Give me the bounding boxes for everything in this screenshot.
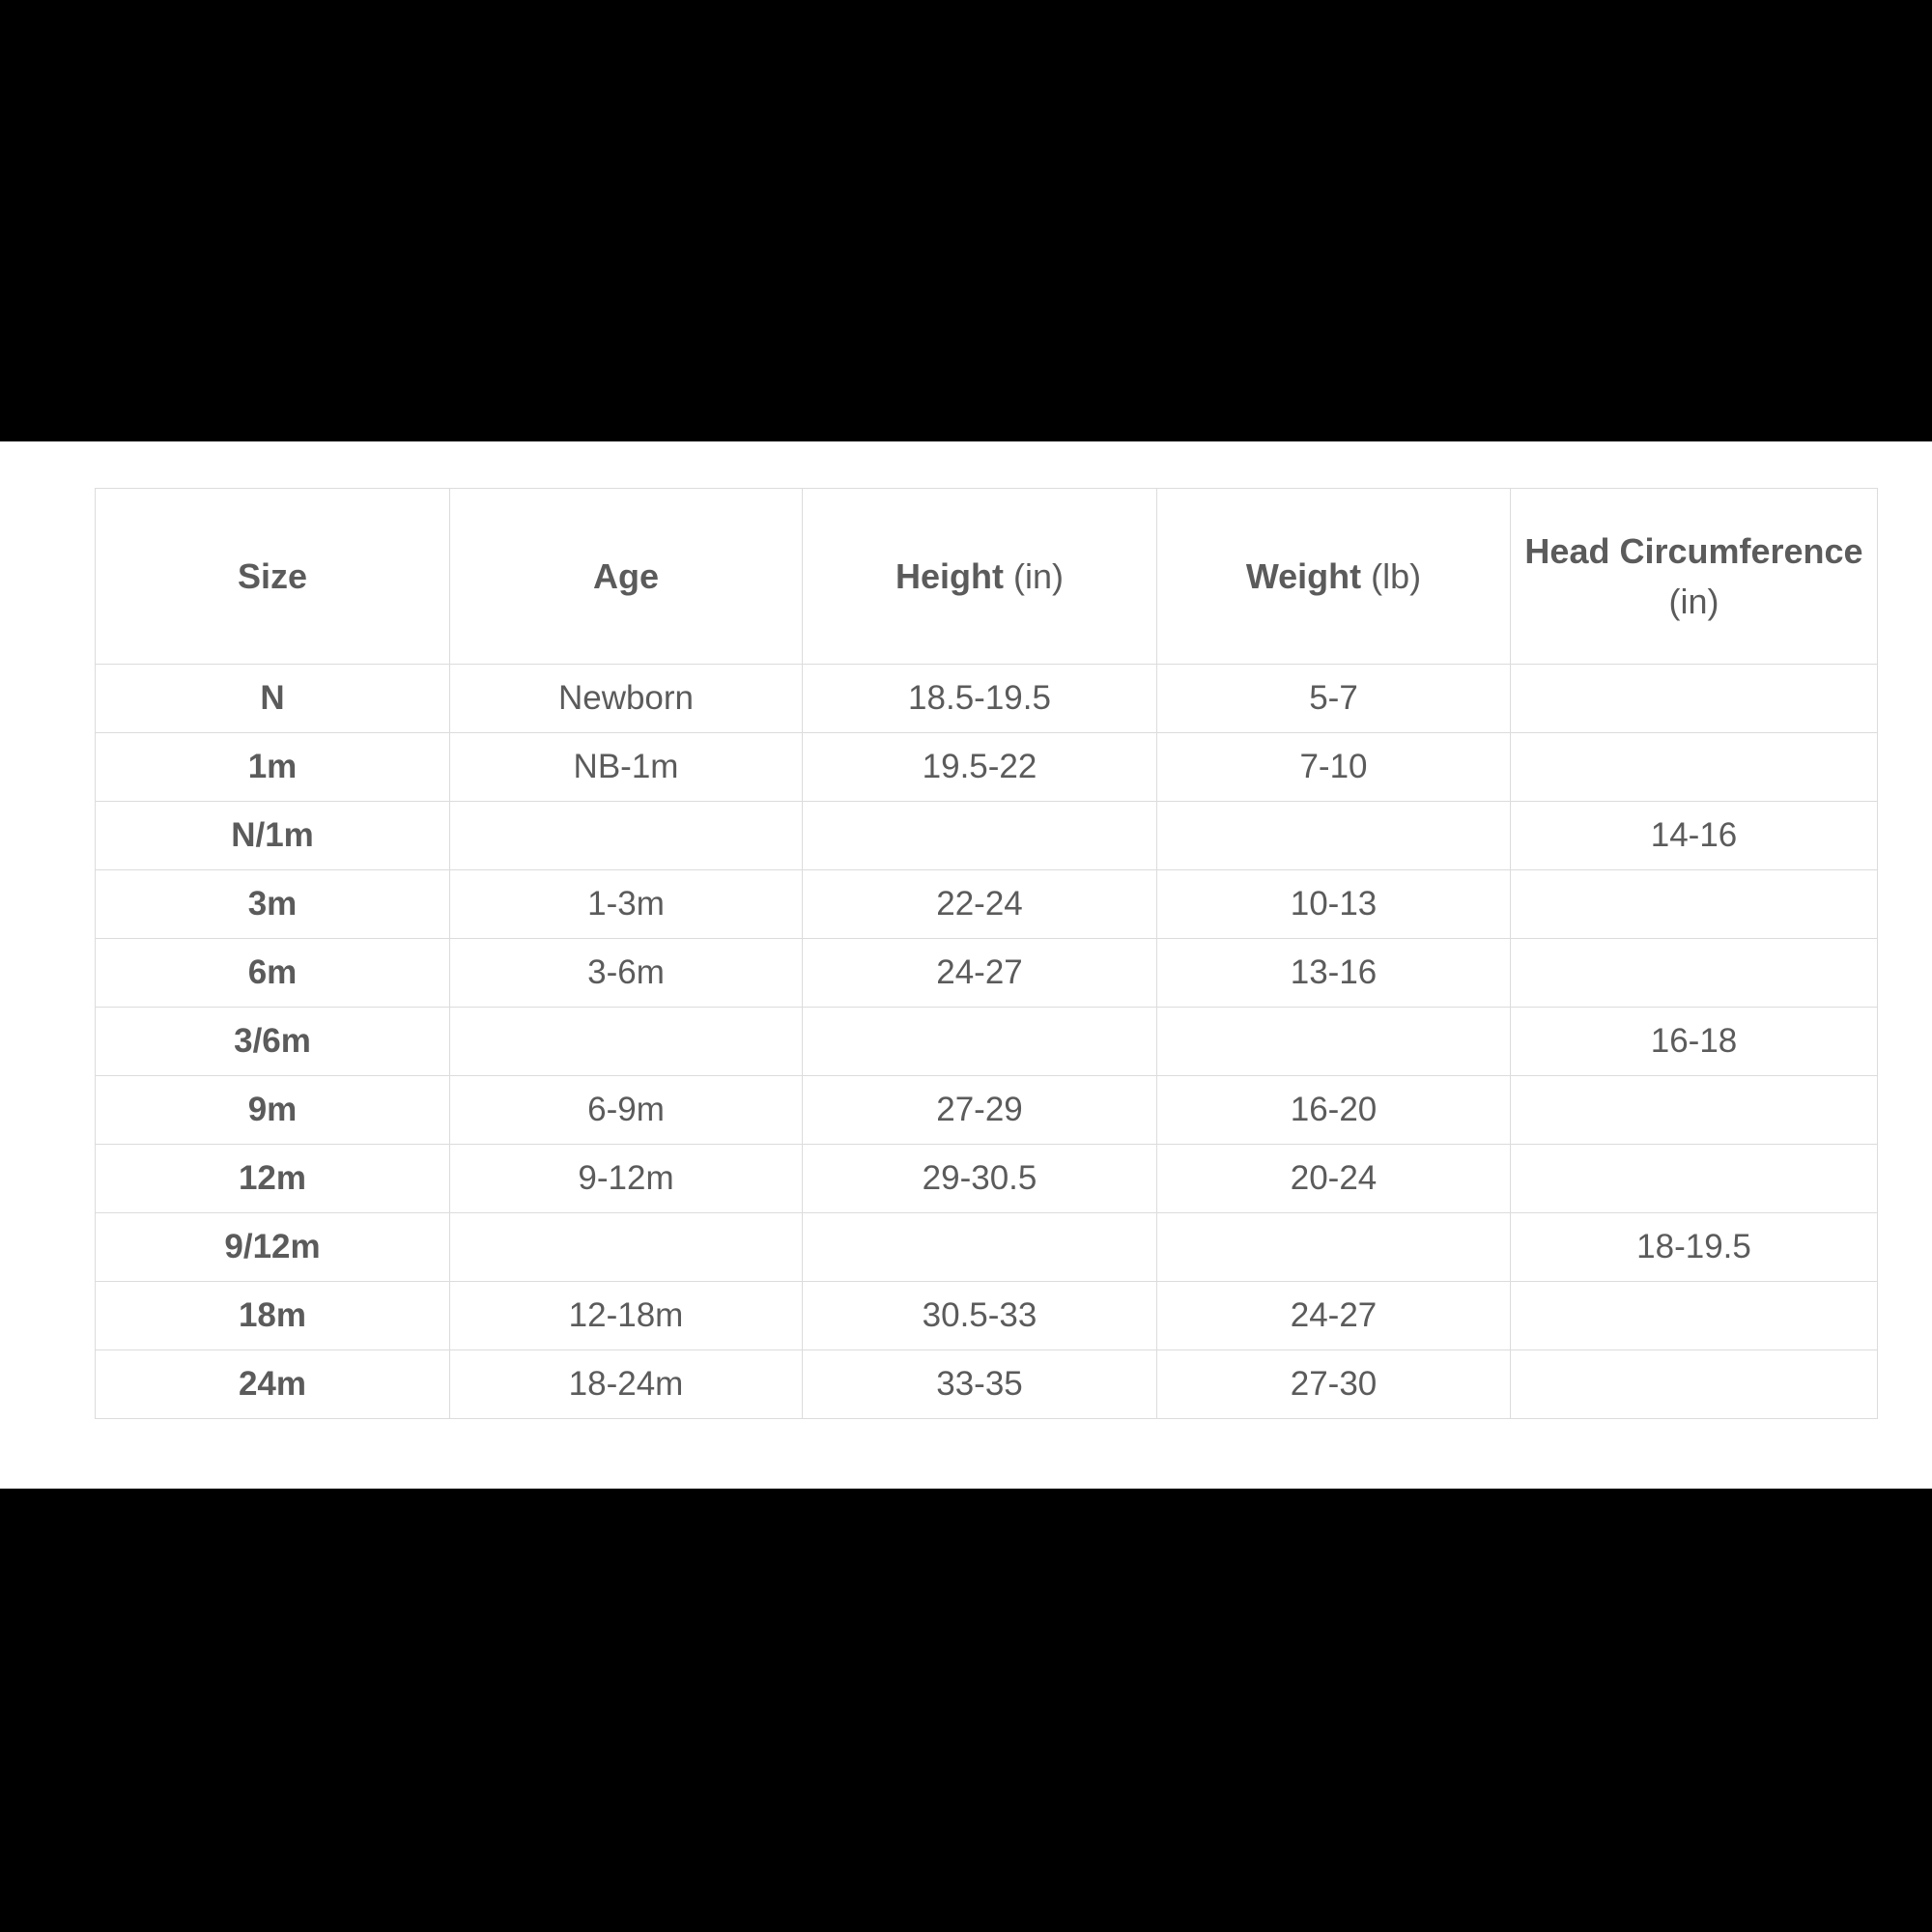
cell-head: 16-18: [1510, 1007, 1878, 1076]
table-header: Size Age Height (in) Weight (lb) Head Ci…: [95, 488, 1878, 665]
cell-height: 18.5-19.5: [802, 664, 1157, 733]
cell-size: 6m: [95, 938, 450, 1008]
table-row: N/1m 14-16: [95, 801, 1878, 870]
cell-height: 33-35: [802, 1350, 1157, 1419]
cell-weight: 20-24: [1156, 1144, 1511, 1213]
cell-size: 18m: [95, 1281, 450, 1350]
cell-size: N/1m: [95, 801, 450, 870]
column-header-weight-label: Weight: [1245, 555, 1362, 596]
letterbox-bottom-bar: [0, 1489, 1932, 1932]
letterbox-top-bar: [0, 0, 1932, 441]
cell-size: 3/6m: [95, 1007, 450, 1076]
table-row: 6m 3-6m 24-27 13-16: [95, 938, 1878, 1008]
cell-height: 19.5-22: [802, 732, 1157, 802]
cell-height: [802, 1007, 1157, 1076]
cell-head: 14-16: [1510, 801, 1878, 870]
cell-height: 24-27: [802, 938, 1157, 1008]
cell-weight: [1156, 801, 1511, 870]
cell-weight: 13-16: [1156, 938, 1511, 1008]
cell-weight: 10-13: [1156, 869, 1511, 939]
cell-size: 24m: [95, 1350, 450, 1419]
cell-head: [1510, 664, 1878, 733]
table-row: 3/6m 16-18: [95, 1007, 1878, 1076]
cell-head: [1510, 938, 1878, 1008]
table-row: 18m 12-18m 30.5-33 24-27: [95, 1281, 1878, 1350]
cell-size: 9/12m: [95, 1212, 450, 1282]
column-header-size-label: Size: [237, 555, 308, 596]
cell-height: [802, 801, 1157, 870]
cell-weight: 7-10: [1156, 732, 1511, 802]
column-header-weight-unit: (lb): [1371, 555, 1422, 596]
table-row: 3m 1-3m 22-24 10-13: [95, 869, 1878, 939]
cell-age: [449, 801, 803, 870]
cell-weight: 5-7: [1156, 664, 1511, 733]
cell-head: [1510, 869, 1878, 939]
cell-size: 1m: [95, 732, 450, 802]
cell-head: 18-19.5: [1510, 1212, 1878, 1282]
cell-age: Newborn: [449, 664, 803, 733]
column-header-head-circumference-label: Head Circumference: [1524, 531, 1863, 572]
cell-age: 1-3m: [449, 869, 803, 939]
cell-height: 22-24: [802, 869, 1157, 939]
table-row: 12m 9-12m 29-30.5 20-24: [95, 1144, 1878, 1213]
cell-head: [1510, 1075, 1878, 1145]
cell-age: [449, 1212, 803, 1282]
cell-head: [1510, 1281, 1878, 1350]
cell-weight: [1156, 1007, 1511, 1076]
column-header-head-circumference-unit: (in): [1668, 581, 1719, 621]
cell-size: N: [95, 664, 450, 733]
cell-size: 3m: [95, 869, 450, 939]
cell-age: [449, 1007, 803, 1076]
cell-height: [802, 1212, 1157, 1282]
baby-size-chart-table: Size Age Height (in) Weight (lb) Head Ci…: [95, 488, 1878, 1419]
cell-head: [1510, 1350, 1878, 1419]
cell-head: [1510, 1144, 1878, 1213]
cell-age: 12-18m: [449, 1281, 803, 1350]
table-row: 1m NB-1m 19.5-22 7-10: [95, 732, 1878, 802]
cell-age: 3-6m: [449, 938, 803, 1008]
cell-size: 12m: [95, 1144, 450, 1213]
table-row: 24m 18-24m 33-35 27-30: [95, 1350, 1878, 1419]
column-header-height: Height (in): [802, 488, 1157, 665]
column-header-head-circumference: Head Circumference (in): [1510, 488, 1878, 665]
cell-age: 18-24m: [449, 1350, 803, 1419]
column-header-size: Size: [95, 488, 450, 665]
cell-age: NB-1m: [449, 732, 803, 802]
column-header-height-label: Height: [895, 555, 1004, 596]
cell-height: 29-30.5: [802, 1144, 1157, 1213]
column-header-weight: Weight (lb): [1156, 488, 1511, 665]
cell-weight: 16-20: [1156, 1075, 1511, 1145]
table-row: 9m 6-9m 27-29 16-20: [95, 1075, 1878, 1145]
size-chart-container: Size Age Height (in) Weight (lb) Head Ci…: [95, 488, 1878, 1419]
cell-size: 9m: [95, 1075, 450, 1145]
column-header-age: Age: [449, 488, 803, 665]
column-header-height-unit: (in): [1013, 555, 1064, 596]
cell-height: 30.5-33: [802, 1281, 1157, 1350]
cell-head: [1510, 732, 1878, 802]
cell-weight: 27-30: [1156, 1350, 1511, 1419]
cell-weight: [1156, 1212, 1511, 1282]
table-row: N Newborn 18.5-19.5 5-7: [95, 664, 1878, 733]
cell-height: 27-29: [802, 1075, 1157, 1145]
cell-age: 9-12m: [449, 1144, 803, 1213]
column-header-age-label: Age: [592, 555, 659, 596]
table-row: 9/12m 18-19.5: [95, 1212, 1878, 1282]
table-body: N Newborn 18.5-19.5 5-7 1m NB-1m 19.5-22 7-10 N/…: [95, 664, 1878, 1419]
cell-age: 6-9m: [449, 1075, 803, 1145]
cell-weight: 24-27: [1156, 1281, 1511, 1350]
table-header-row: Size Age Height (in) Weight (lb) Head Ci…: [95, 488, 1878, 665]
document-page: Size Age Height (in) Weight (lb) Head Ci…: [0, 441, 1932, 1489]
